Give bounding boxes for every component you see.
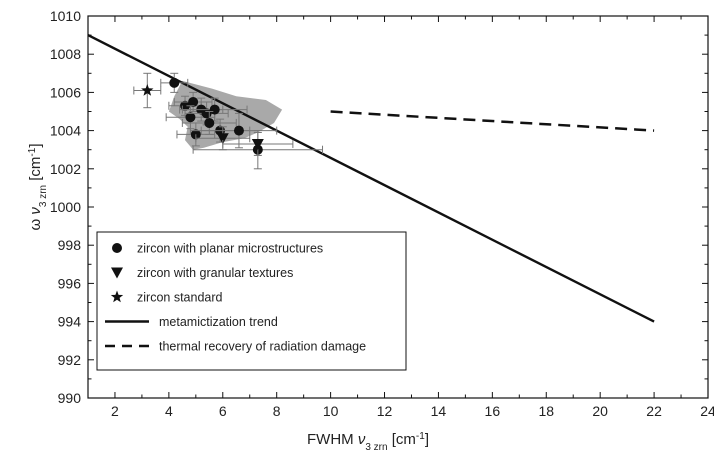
- y-tick-label: 990: [58, 390, 82, 406]
- marker-circle: [204, 117, 215, 128]
- y-tick-label: 996: [58, 275, 82, 291]
- x-tick-label: 12: [377, 403, 393, 419]
- x-tick-label: 22: [646, 403, 662, 419]
- x-tick-label: 10: [323, 403, 339, 419]
- marker-circle: [169, 77, 180, 88]
- marker-circle: [233, 125, 244, 136]
- x-tick-label: 14: [431, 403, 447, 419]
- x-tick-label: 2: [111, 403, 119, 419]
- legend-label: zircon standard: [137, 291, 223, 305]
- x-tick-label: 6: [219, 403, 227, 419]
- legend-item: zircon with planar microstructures: [112, 242, 323, 256]
- legend-marker-circle: [112, 243, 122, 253]
- marker-circle: [185, 112, 196, 123]
- legend-marker-triangle-down: [111, 267, 123, 279]
- y-tick-label: 1010: [50, 8, 81, 24]
- x-tick-label: 16: [485, 403, 501, 419]
- legend-item: thermal recovery of radiation damage: [105, 340, 366, 354]
- y-tick-label: 1002: [50, 161, 81, 177]
- y-tick-label: 1008: [50, 46, 81, 62]
- legend-label: zircon with granular textures: [137, 266, 293, 280]
- x-tick-label: 8: [273, 403, 281, 419]
- axes: 2 4 6 8 10 12 14 16 18 20 22 2499099299499699810001…: [27, 8, 714, 453]
- data-point: [222, 132, 294, 156]
- legend-label: thermal recovery of radiation damage: [159, 340, 366, 354]
- marker-star: [141, 83, 154, 96]
- x-tick-label: 18: [538, 403, 554, 419]
- marker-triangle-down: [216, 133, 229, 145]
- y-axis-title: ω ν3 zrn [cm-1]: [27, 143, 49, 230]
- plot-area: [87, 34, 655, 323]
- data-point: [200, 112, 278, 149]
- legend-item: zircon standard: [110, 290, 223, 305]
- marker-triangle-down: [251, 138, 264, 150]
- x-tick-label: 20: [592, 403, 608, 419]
- legend: zircon with planar microstructures zircon…: [96, 231, 407, 371]
- legend-item: zircon with granular textures: [111, 266, 293, 280]
- data-point: [133, 72, 162, 109]
- x-tick-label: 24: [700, 403, 714, 419]
- y-tick-label: 1006: [50, 84, 81, 100]
- y-tick-label: 1000: [50, 199, 81, 215]
- thermal-recovery-line: [330, 110, 655, 132]
- y-tick-label: 994: [58, 314, 82, 330]
- legend-item: metamictization trend: [105, 315, 278, 329]
- legend-label: zircon with planar microstructures: [137, 242, 323, 256]
- y-tick-label: 998: [58, 237, 82, 253]
- legend-marker-star: [110, 290, 124, 303]
- data-point: [181, 97, 248, 122]
- data-point: [173, 91, 213, 112]
- y-tick-label: 992: [58, 352, 82, 368]
- legend-label: metamictization trend: [159, 315, 278, 329]
- marker-circle: [188, 96, 199, 107]
- y-tick-label: 1004: [50, 123, 81, 139]
- x-tick-label: 4: [165, 403, 173, 419]
- x-axis-title: FWHM ν3 zrn [cm-1]: [307, 431, 429, 453]
- marker-circle: [209, 104, 220, 115]
- data-point: [160, 72, 189, 93]
